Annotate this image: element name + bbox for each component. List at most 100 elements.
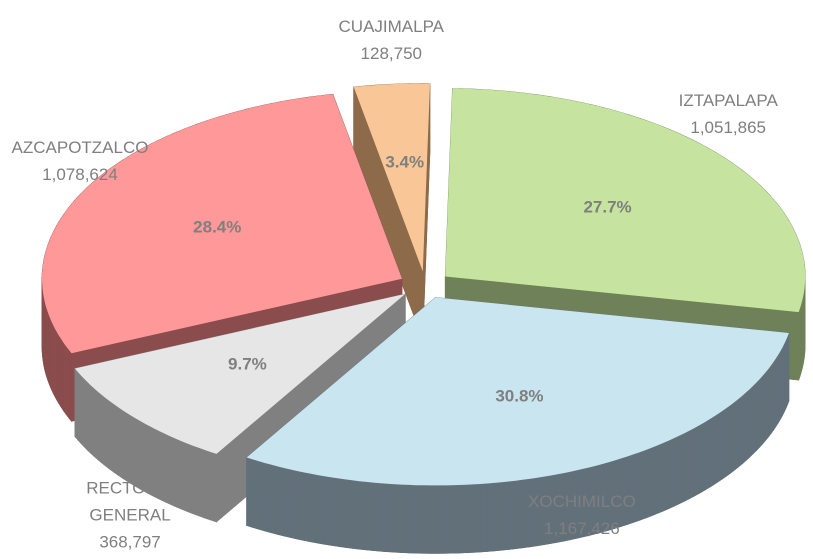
slice-side bbox=[465, 484, 474, 554]
slice-top bbox=[74, 293, 406, 454]
slice-side bbox=[678, 432, 685, 505]
value-label: 128,750 bbox=[360, 44, 422, 63]
slice bbox=[353, 83, 431, 340]
slice-side bbox=[745, 388, 751, 462]
slice-side bbox=[698, 422, 705, 494]
slice-label: AZCAPOTZALCO 1,078,624 bbox=[12, 134, 149, 188]
slice-side bbox=[713, 413, 719, 486]
slice-side bbox=[662, 440, 669, 512]
slice-side bbox=[358, 480, 367, 551]
slice-side bbox=[324, 475, 332, 546]
slice-side bbox=[65, 345, 70, 419]
slice-side bbox=[394, 483, 402, 553]
slice-side bbox=[317, 474, 325, 545]
slice-side bbox=[749, 385, 754, 458]
slice-side bbox=[58, 334, 62, 409]
slice-side bbox=[656, 442, 663, 515]
slice-side bbox=[726, 404, 732, 477]
slice-side bbox=[501, 481, 509, 551]
slice-side bbox=[768, 364, 772, 438]
value-label: 1,167,426 bbox=[544, 519, 620, 538]
slice-side bbox=[730, 401, 736, 474]
slice-side bbox=[773, 357, 777, 431]
value-label: 1,078,624 bbox=[42, 164, 118, 184]
percent-label: 30.8% bbox=[495, 387, 543, 406]
slice-side bbox=[344, 479, 353, 549]
slice-side bbox=[372, 482, 381, 552]
slice bbox=[246, 296, 790, 554]
slice-top bbox=[42, 94, 402, 354]
slice-side bbox=[667, 437, 674, 510]
slice-side bbox=[770, 360, 774, 435]
slice-side bbox=[673, 435, 680, 507]
slice-side bbox=[204, 449, 211, 521]
slice-side bbox=[759, 374, 764, 448]
slice-side bbox=[331, 477, 339, 547]
slice-side bbox=[515, 479, 523, 550]
slice-label: RECTORÍA GENERAL 368,797 bbox=[55, 475, 205, 556]
slice-side bbox=[310, 473, 319, 544]
slice-top bbox=[246, 297, 789, 486]
category-label: XOCHIMILCO bbox=[528, 492, 636, 511]
slice-side bbox=[451, 484, 460, 554]
category-label: IZTAPALAPA bbox=[678, 90, 778, 110]
category-label: RECTORÍA GENERAL bbox=[86, 478, 174, 525]
slice-side bbox=[472, 483, 481, 553]
slice-side bbox=[639, 449, 646, 521]
slice-side bbox=[703, 419, 710, 492]
value-label: 368,797 bbox=[99, 532, 161, 552]
slice-side bbox=[765, 368, 769, 442]
slice-side bbox=[777, 350, 781, 424]
slice-label: CUAJIMALPA 128,750 bbox=[339, 13, 445, 67]
slice-side bbox=[694, 424, 700, 497]
slice-side bbox=[458, 484, 467, 554]
slice-side bbox=[401, 484, 410, 554]
slice-side bbox=[210, 451, 217, 523]
slice-side bbox=[351, 479, 360, 550]
slice-side bbox=[738, 394, 743, 468]
slice-side bbox=[56, 331, 60, 405]
slice-side bbox=[775, 353, 779, 428]
slice-side bbox=[487, 482, 495, 552]
slice-side bbox=[708, 416, 714, 489]
slice-side bbox=[734, 398, 740, 471]
slice-side bbox=[645, 447, 652, 519]
slice-side bbox=[437, 485, 445, 554]
slice-side bbox=[752, 381, 757, 455]
slice-top bbox=[353, 83, 430, 272]
slice-side bbox=[337, 478, 346, 548]
slice-side bbox=[387, 483, 395, 553]
slice-side bbox=[365, 481, 374, 551]
slice-side bbox=[756, 378, 760, 452]
slice-side bbox=[494, 481, 502, 552]
slice-side bbox=[722, 407, 727, 480]
slice-side bbox=[688, 427, 695, 500]
value-label: 1,051,865 bbox=[690, 117, 767, 137]
slice-top bbox=[445, 88, 806, 313]
slice-side bbox=[422, 485, 431, 554]
slice-side bbox=[444, 484, 453, 554]
slice-side bbox=[651, 445, 658, 517]
slice-side bbox=[408, 484, 417, 554]
slice-side bbox=[480, 483, 488, 553]
slice-side bbox=[63, 341, 67, 416]
slice-side bbox=[60, 338, 64, 412]
slice-label: IZTAPALAPA 1,051,865 bbox=[679, 87, 778, 141]
slice-side bbox=[68, 348, 72, 423]
slice-side bbox=[742, 391, 747, 465]
percent-label: 9.7% bbox=[228, 355, 267, 374]
slice-side bbox=[429, 485, 438, 554]
slice-side bbox=[683, 430, 690, 502]
slice-side bbox=[303, 472, 312, 543]
percent-label: 27.7% bbox=[583, 197, 631, 216]
percent-label: 28.4% bbox=[193, 217, 241, 236]
category-label: CUAJIMALPA bbox=[338, 17, 445, 36]
percent-label: 3.4% bbox=[385, 152, 424, 171]
slice-side bbox=[379, 482, 388, 553]
slice-side bbox=[415, 484, 424, 554]
slice-side bbox=[508, 480, 516, 550]
slice-side bbox=[762, 371, 766, 445]
category-label: AZCAPOTZALCO bbox=[11, 137, 149, 157]
